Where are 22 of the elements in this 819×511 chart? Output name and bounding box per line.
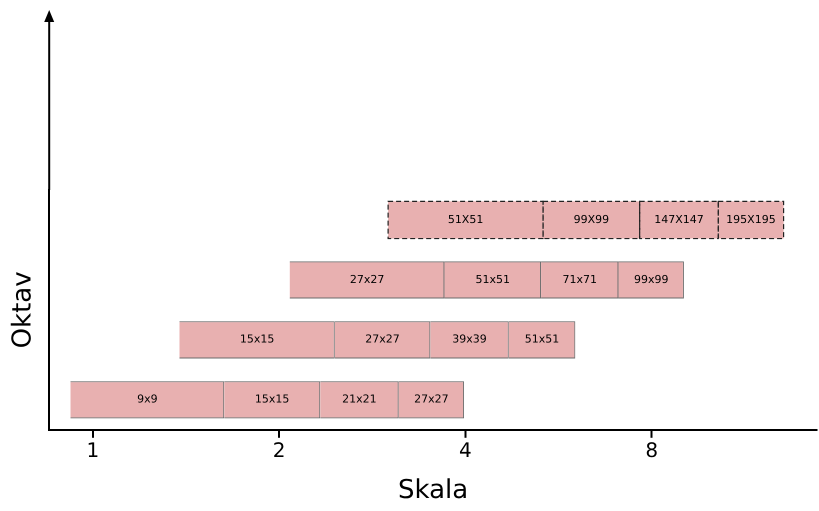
series-label: 15x15 [240,332,274,346]
series-label: 27x27 [350,272,384,286]
series-label: 27x27 [365,332,400,346]
series-label: 71x71 [562,272,598,286]
series-label: 51x51 [524,332,560,346]
x-tick-label: 1 [86,438,100,462]
x-tick-label: 2 [272,438,286,462]
series-label: 21x21 [342,392,377,406]
series-label: 51x51 [475,272,510,286]
x-tick-label: 4 [459,438,472,462]
series-label: 147X147 [654,212,704,226]
y-axis-title: Oktav [7,271,38,348]
series-label: 99X99 [574,212,610,226]
series-label: 39x39 [452,332,487,346]
series-label: 195X195 [726,212,776,226]
x-tick-label: 8 [645,438,658,462]
series-label: 15x15 [254,392,290,406]
series-label: 51X51 [448,212,484,226]
series-label: 9x9 [137,392,158,406]
series-label: 27x27 [414,392,449,406]
series-label: 99x99 [634,272,668,286]
x-axis-title: Skala [398,475,468,506]
